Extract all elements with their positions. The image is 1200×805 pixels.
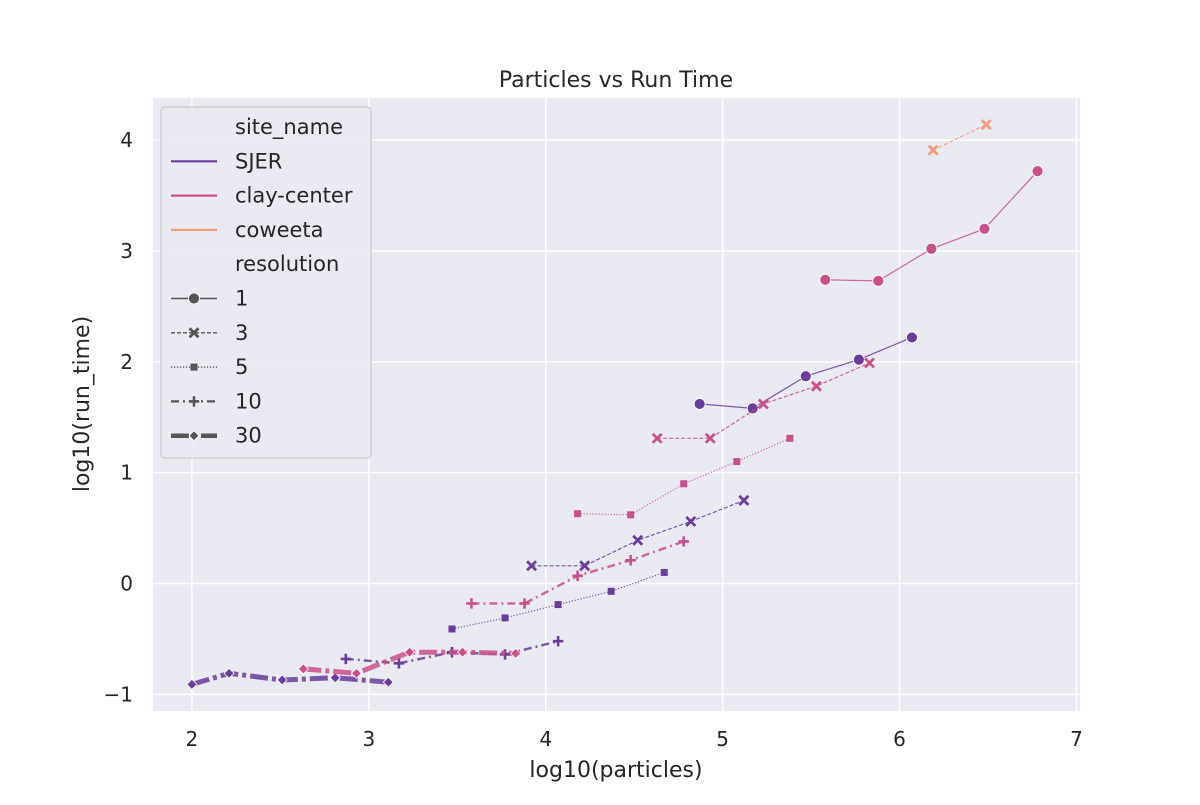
x-tick-label: 5	[716, 727, 729, 751]
data-point	[627, 511, 635, 519]
data-point	[863, 357, 875, 369]
y-axis-label: log10(run_time)	[70, 316, 95, 492]
legend-marker	[190, 363, 198, 371]
data-point	[554, 601, 562, 609]
data-point	[350, 667, 363, 679]
series-clay-center-res-30	[297, 646, 522, 679]
data-point	[579, 560, 591, 572]
y-tick-label: −1	[104, 682, 133, 706]
data-point	[733, 458, 741, 466]
data-point	[906, 331, 918, 344]
x-axis-label: log10(particles)	[529, 758, 702, 783]
data-point	[660, 568, 668, 576]
data-point	[625, 555, 636, 566]
data-point	[552, 635, 564, 647]
data-point	[786, 434, 794, 442]
x-tick-label: 6	[893, 727, 906, 751]
legend-items: site_name SJER clay-center coweeta resolutio…	[171, 115, 353, 448]
legend-title-site-name: site_name	[235, 115, 343, 140]
data-point	[340, 653, 352, 665]
x-tick-label: 7	[1070, 727, 1083, 751]
data-point	[738, 494, 750, 506]
data-point	[872, 275, 885, 287]
series-SJER-res-3	[526, 494, 750, 572]
y-tick-label: 3	[120, 239, 133, 263]
data-point	[1031, 165, 1044, 178]
data-point	[186, 678, 198, 690]
chart-title: Particles vs Run Time	[499, 68, 733, 93]
data-point	[572, 570, 583, 581]
data-point	[927, 144, 939, 156]
data-point	[223, 667, 235, 679]
x-tick-label: 4	[539, 727, 552, 751]
data-point	[403, 646, 416, 658]
y-tick-label: 2	[120, 350, 133, 374]
data-point	[978, 222, 991, 235]
series-coweeta-res-3	[927, 119, 992, 156]
series-clay-center-res-1	[819, 165, 1044, 287]
legend-title-resolution: resolution	[235, 252, 339, 276]
x-tick-label: 2	[186, 727, 199, 751]
data-point	[448, 625, 456, 633]
data-point	[297, 663, 309, 675]
data-point	[925, 242, 938, 255]
data-point	[980, 119, 992, 131]
data-point	[757, 398, 769, 410]
legend-marker	[188, 430, 200, 442]
data-point	[678, 536, 689, 547]
data-point	[607, 587, 615, 595]
y-tick-label: 4	[120, 128, 133, 152]
data-point	[574, 510, 582, 518]
series-clay-center-res-5	[574, 434, 794, 519]
data-point	[526, 560, 538, 572]
legend-entry-resolution-3: 3	[235, 321, 248, 345]
legend-entry-coweeta: coweeta	[235, 218, 324, 242]
series-clay-center-res-10	[466, 536, 689, 609]
data-point	[510, 647, 522, 659]
data-point	[693, 398, 706, 410]
data-point	[393, 658, 405, 669]
data-point	[501, 614, 509, 622]
legend-entry-resolution-5: 5	[235, 355, 248, 379]
data-point	[382, 676, 394, 688]
legend: site_name SJER clay-center coweeta resolutio…	[160, 106, 372, 459]
data-point	[819, 273, 832, 286]
legend-marker	[188, 327, 200, 339]
series-SJER-res-1	[693, 331, 918, 415]
data-point	[799, 370, 812, 383]
legend-entry-SJER: SJER	[235, 149, 282, 173]
data-point	[457, 646, 469, 658]
series-clay-center-res-3	[651, 357, 875, 444]
data-point	[685, 515, 697, 527]
legend-entry-resolution-10: 10	[235, 389, 262, 413]
data-point	[810, 380, 822, 392]
series-line	[932, 124, 987, 151]
series-line	[303, 649, 516, 676]
legend-marker	[188, 292, 200, 305]
series-SJER-res-5	[448, 568, 668, 633]
data-point	[519, 598, 530, 609]
data-point	[651, 432, 663, 444]
legend-entry-clay-center: clay-center	[235, 184, 353, 208]
data-point	[632, 534, 644, 546]
data-point	[704, 432, 716, 444]
series-SJER-res-30	[186, 667, 394, 690]
data-point	[746, 402, 759, 415]
x-tick-label: 3	[362, 727, 375, 751]
data-point	[852, 353, 865, 366]
data-point	[680, 480, 688, 488]
tick-labels: 2 3 4 5 6 7 −1 0 1 2 3 4	[104, 128, 1083, 751]
series-layer	[186, 119, 1044, 690]
legend-entry-resolution-1: 1	[235, 287, 248, 311]
data-point	[276, 674, 288, 686]
y-tick-label: 0	[120, 572, 133, 596]
data-point	[329, 672, 341, 684]
data-point	[466, 598, 477, 609]
legend-entry-resolution-30: 30	[235, 424, 262, 448]
legend-marker	[188, 396, 200, 407]
y-tick-label: 1	[120, 461, 133, 485]
